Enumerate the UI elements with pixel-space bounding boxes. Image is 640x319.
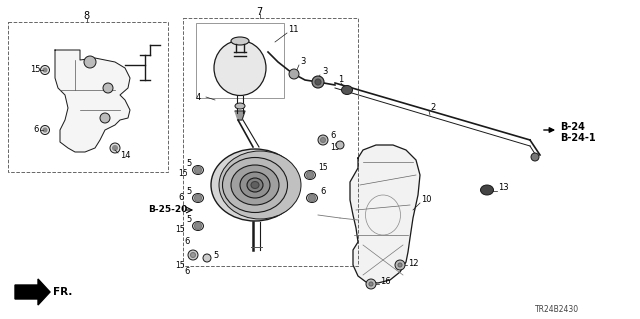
Circle shape [43,128,47,132]
Text: 6: 6 [330,130,335,139]
Circle shape [191,253,195,257]
Text: TR24B2430: TR24B2430 [535,306,579,315]
Circle shape [398,263,402,267]
Circle shape [100,113,110,123]
Ellipse shape [251,182,259,189]
Circle shape [40,125,49,135]
Text: 3: 3 [322,68,328,77]
Circle shape [188,250,198,260]
Text: 15: 15 [175,226,184,234]
Text: 6: 6 [184,238,189,247]
Ellipse shape [223,158,287,212]
Text: 15: 15 [178,169,188,179]
Text: B-25-20: B-25-20 [148,205,188,214]
Circle shape [366,279,376,289]
Text: 15: 15 [330,144,340,152]
Ellipse shape [193,221,204,231]
Text: 2: 2 [430,103,435,113]
Text: 11: 11 [288,26,298,34]
Circle shape [531,153,539,161]
Ellipse shape [240,172,270,198]
Circle shape [395,260,405,270]
Circle shape [369,282,373,286]
Circle shape [43,68,47,72]
Text: 6: 6 [184,268,189,277]
Ellipse shape [219,151,301,219]
Polygon shape [55,50,130,152]
Text: 15: 15 [318,164,328,173]
Text: 4: 4 [196,93,201,101]
Circle shape [318,135,328,145]
Circle shape [103,83,113,93]
Ellipse shape [214,41,266,95]
Ellipse shape [305,170,316,180]
Text: 16: 16 [380,278,390,286]
Circle shape [203,254,211,262]
Bar [8,22,168,172]
Polygon shape [350,145,420,283]
Ellipse shape [211,149,299,221]
Text: 6: 6 [320,188,325,197]
Circle shape [110,143,120,153]
Circle shape [195,167,202,174]
Circle shape [312,76,324,88]
Circle shape [195,222,202,229]
Text: 1: 1 [338,76,343,85]
Text: B-24-1: B-24-1 [560,133,596,143]
Text: 15: 15 [30,65,40,75]
Circle shape [84,56,96,68]
Ellipse shape [235,103,245,109]
Circle shape [308,195,316,202]
Circle shape [40,65,49,75]
Ellipse shape [247,178,263,192]
Ellipse shape [193,166,204,174]
Text: 6: 6 [33,125,38,135]
Text: 5: 5 [186,216,191,225]
Circle shape [315,79,321,85]
Bar [196,23,284,98]
Text: 10: 10 [421,196,431,204]
Text: 6: 6 [178,194,184,203]
Circle shape [113,145,118,151]
Text: 5: 5 [186,187,191,196]
Ellipse shape [481,185,493,195]
Ellipse shape [231,165,279,205]
Polygon shape [235,111,245,120]
Text: 15: 15 [175,261,184,270]
Text: 14: 14 [120,152,131,160]
Circle shape [321,137,326,143]
Text: 12: 12 [408,258,419,268]
Text: 8: 8 [83,11,89,21]
Text: 13: 13 [498,183,509,192]
Polygon shape [15,279,50,305]
Text: FR.: FR. [53,287,72,297]
Ellipse shape [193,194,204,203]
Ellipse shape [231,37,249,45]
Circle shape [195,195,202,202]
Text: 7: 7 [256,7,262,17]
Text: 5: 5 [248,196,253,204]
Ellipse shape [342,85,353,94]
Circle shape [289,69,299,79]
Circle shape [307,172,314,179]
Text: 3: 3 [300,57,305,66]
Bar [183,18,358,266]
Text: 5: 5 [213,250,218,259]
Text: 5: 5 [186,159,191,167]
Ellipse shape [307,194,317,203]
Circle shape [336,141,344,149]
Text: B-24: B-24 [560,122,585,132]
